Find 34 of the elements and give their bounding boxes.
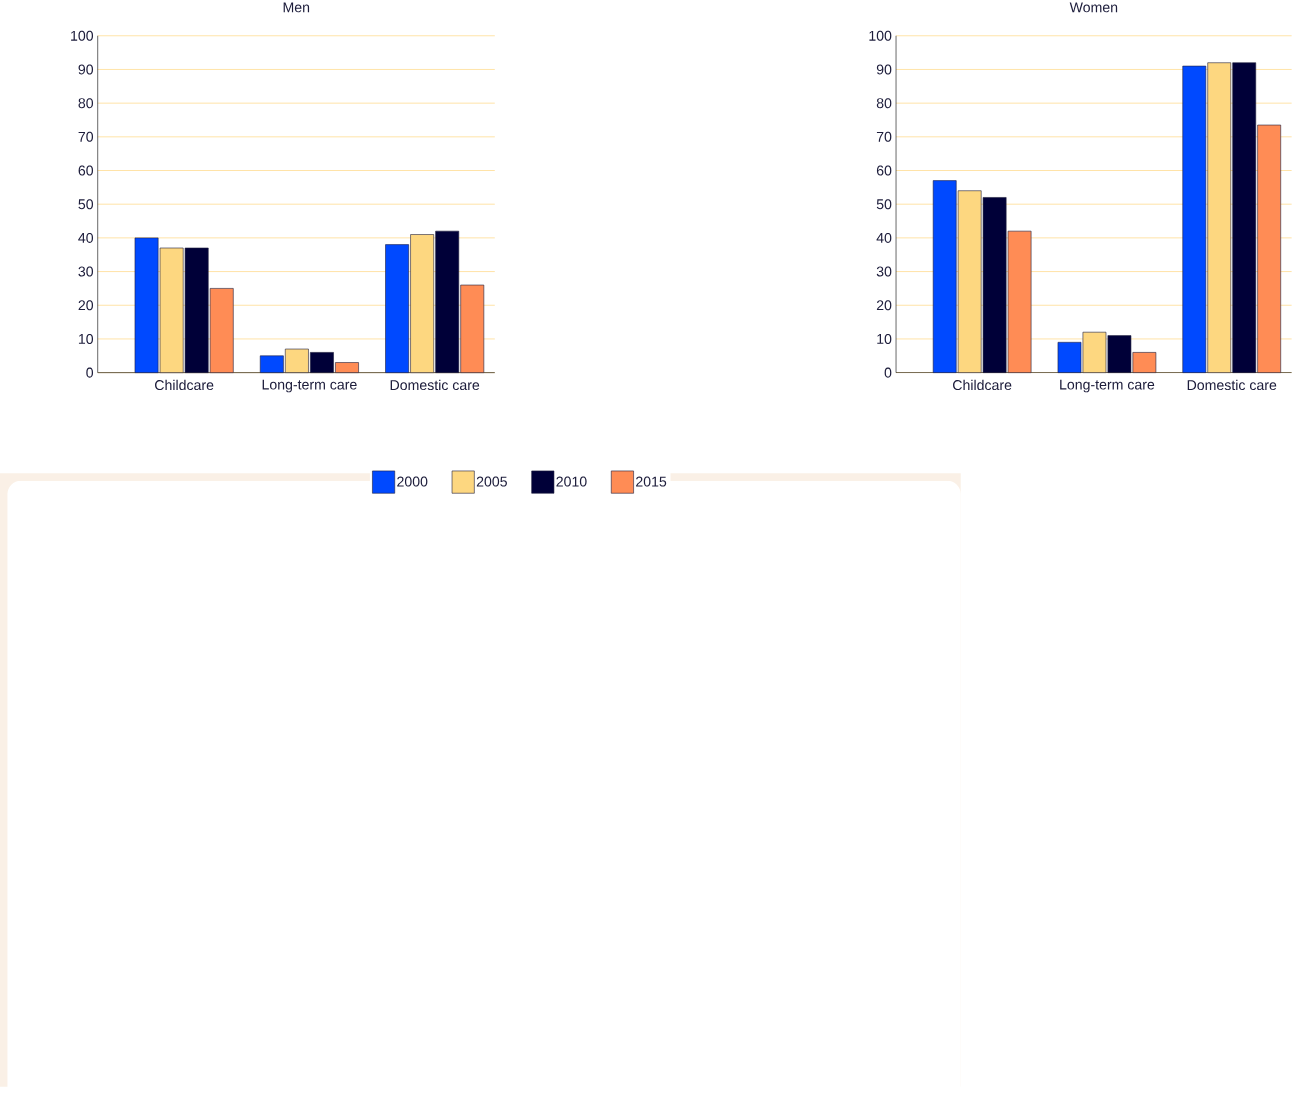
chart-title: Women	[1069, 2, 1118, 13]
y-tick-label: 0	[884, 367, 892, 378]
y-tick-label: 60	[78, 165, 94, 176]
y-tick-label: 50	[876, 199, 892, 210]
y-tick-label: 0	[86, 367, 94, 378]
y-tick-label: 100	[71, 30, 94, 41]
y-tick-label: 30	[78, 266, 94, 277]
legend-label: 2015	[636, 476, 667, 487]
y-tick-label: 60	[876, 165, 892, 176]
y-tick-label: 80	[78, 98, 94, 109]
y-tick-label: 10	[877, 334, 892, 345]
y-tick-label: 20	[876, 300, 892, 311]
y-tick-label: 100	[869, 30, 892, 41]
y-tick-label: 30	[876, 266, 892, 277]
y-tick-label: 90	[78, 64, 94, 75]
y-tick-label: 50	[78, 199, 94, 210]
y-tick-label: 70	[876, 132, 892, 143]
legend-label: 2005	[476, 476, 507, 487]
x-tick-label: Domestic care	[1187, 379, 1277, 391]
x-tick-label: Domestic care	[390, 379, 480, 391]
y-tick-label: 20	[78, 300, 94, 311]
y-tick-label: 80	[876, 98, 892, 109]
y-tick-label: 10	[78, 334, 94, 345]
x-tick-label: Childcare	[155, 379, 214, 391]
y-tick-label: 40	[78, 233, 94, 244]
y-tick-label: 40	[876, 233, 892, 244]
y-tick-label: 90	[876, 64, 892, 75]
x-tick-label: Long-term care	[262, 379, 357, 393]
legend-label: 2010	[556, 476, 587, 487]
legend-label: 2000	[397, 476, 428, 487]
chart-title: Men	[283, 2, 310, 13]
x-tick-label: Childcare	[953, 379, 1012, 391]
y-tick-label: 70	[78, 132, 94, 143]
x-tick-label: Long-term care	[1060, 379, 1155, 393]
